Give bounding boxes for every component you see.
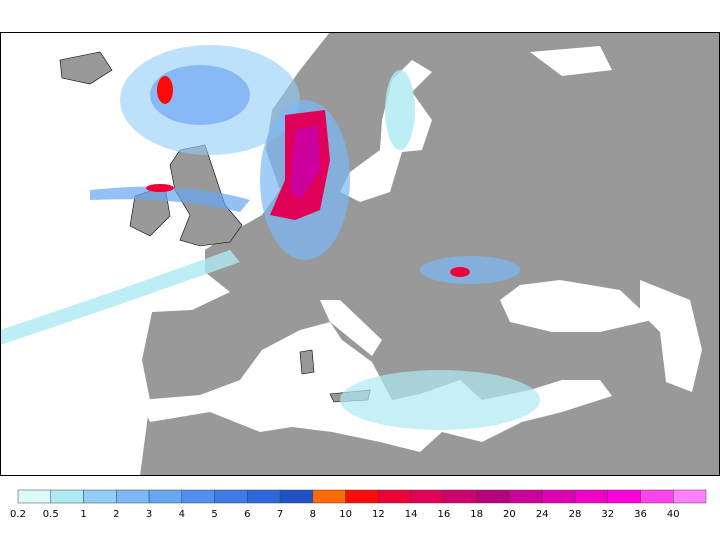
legend-label: 32: [601, 509, 614, 520]
legend-label: 24: [536, 509, 549, 520]
legend-swatch: [378, 489, 412, 504]
legend-label: 40: [667, 509, 680, 520]
legend-label: 20: [503, 509, 516, 520]
legend-swatch: [312, 489, 346, 504]
legend-swatch: [574, 489, 608, 504]
legend-swatch: [247, 489, 281, 504]
legend-label: 14: [405, 509, 418, 520]
legend-label: 3: [146, 509, 152, 520]
color-legend: 0.2 0.5 1 2 3 4 5 6 7 8 10 12 14 16 18 20 24 28 32 36 40: [10, 489, 707, 520]
legend-label: 18: [470, 509, 483, 520]
legend-swatch: [640, 489, 674, 504]
precipitation: [0, 45, 540, 430]
legend-swatch: [17, 489, 52, 504]
legend-swatch: [148, 489, 183, 504]
legend-label: 12: [372, 509, 385, 520]
legend-swatch: [476, 489, 510, 504]
legend-label: 16: [438, 509, 451, 520]
legend-label: 7: [277, 509, 283, 520]
legend-swatch: [83, 489, 117, 504]
map: [0, 32, 720, 476]
legend-swatch: [214, 489, 248, 504]
legend-swatch: [279, 489, 314, 504]
legend-label: 36: [634, 509, 647, 520]
legend-label: 1: [80, 509, 86, 520]
legend-label: 0.5: [43, 509, 59, 520]
legend-swatch: [410, 489, 445, 504]
legend-label: 8: [310, 509, 316, 520]
legend-swatch: [443, 489, 477, 504]
legend-swatch: [50, 489, 84, 504]
legend-label: 6: [244, 509, 250, 520]
legend-label: 28: [569, 509, 582, 520]
legend-label: 0.2: [10, 509, 26, 520]
legend-swatch: [345, 489, 379, 504]
legend-swatch: [541, 489, 576, 504]
legend-swatch: [672, 489, 707, 504]
legend-swatch: [509, 489, 543, 504]
legend-label: 2: [113, 509, 119, 520]
legend-swatch: [116, 489, 150, 504]
legend-swatch: [181, 489, 215, 504]
legend-swatch: [607, 489, 641, 504]
legend-label: 5: [211, 509, 217, 520]
legend-label: 10: [339, 509, 352, 520]
legend-label: 4: [179, 509, 185, 520]
